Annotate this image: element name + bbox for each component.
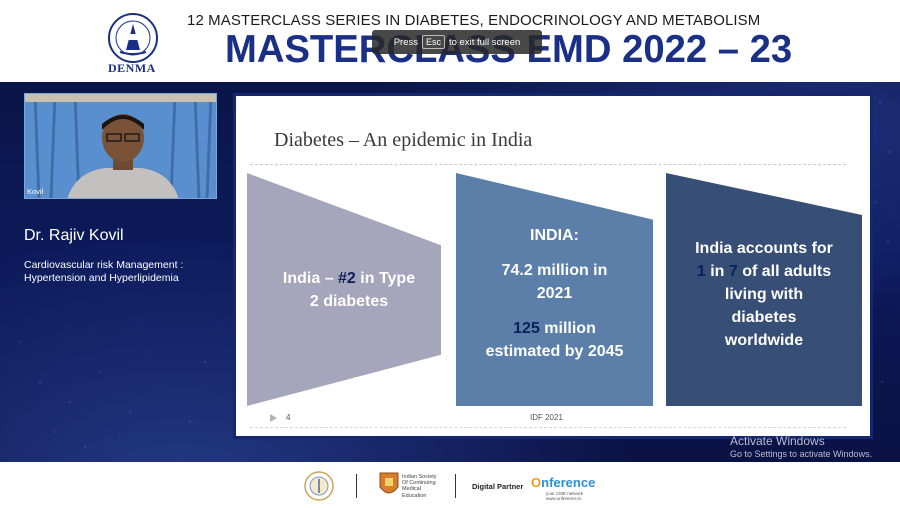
slide-divider	[250, 164, 846, 165]
text-span: in	[705, 263, 729, 280]
foundation-seal-icon	[304, 471, 334, 501]
highlight-projection: 125	[513, 320, 540, 337]
slide-bottom-divider	[250, 427, 846, 428]
logo-text: DENMA	[108, 61, 156, 75]
slide-frame: Diabetes – An epidemic in India India – …	[233, 93, 873, 439]
footer-separator	[356, 474, 357, 498]
activate-windows-subtitle: Go to Settings to activate Windows.	[730, 449, 873, 459]
background-pattern	[19, 100, 892, 449]
slide-play-icon	[270, 414, 277, 422]
notice-suffix: to exit full screen	[449, 36, 521, 48]
onference-logo: Onference	[531, 475, 595, 490]
highlight-rank: #2	[338, 269, 356, 287]
series-title: 12 MASTERCLASS SERIES IN DIABETES, ENDOC…	[187, 12, 761, 29]
presentation-stage: Kovil Dr. Rajiv Kovil Cardiovascular ris…	[0, 82, 900, 462]
stat-box-prevalence: INDIA: 74.2 million in 2021 125 million …	[456, 173, 653, 406]
notice-prefix: Press	[393, 36, 418, 48]
highlight-share: 1	[696, 263, 706, 280]
highlight-share: 7	[728, 263, 738, 280]
iscme-emblem-icon	[379, 472, 399, 494]
prevalence-line: 74.2 million in	[501, 262, 608, 279]
stat-box-rank: India – #2 in Type 2 diabetes	[247, 173, 441, 406]
slide: Diabetes – An epidemic in India India – …	[236, 96, 870, 436]
esc-key[interactable]: Esc	[421, 35, 445, 49]
stat-box-rank-line2: 2 diabetes	[309, 292, 389, 310]
speaker-name: Dr. Rajiv Kovil	[24, 227, 124, 244]
share-line: living with	[724, 286, 804, 303]
onference-logo-o: O	[531, 475, 542, 490]
share-line: 1 in 7 of all adults	[697, 260, 831, 283]
society-name: Indian Society Of Continuing Medical Edu…	[402, 474, 437, 499]
video-participant-label: Kovil	[27, 187, 44, 196]
share-line: India accounts for	[695, 240, 833, 257]
denma-logo-icon	[108, 13, 158, 63]
speaker-topic: Cardiovascular risk Management : Hyperte…	[24, 259, 224, 285]
footer-sponsors: Indian Society Of Continuing Medical Edu…	[0, 462, 900, 508]
header: DENMA 12 MASTERCLASS SERIES IN DIABETES,…	[0, 0, 900, 82]
stat-box-rank-line1: India – #2 in Type	[283, 267, 415, 290]
digital-partner-label: Digital Partner	[472, 482, 524, 491]
footer-separator	[455, 474, 456, 498]
stat-box-share: India accounts for 1 in 7 of all adults …	[666, 173, 862, 406]
speaker-video-feed	[25, 94, 216, 198]
speaker-topic-line: Hypertension and Hyperlipidemia	[24, 272, 179, 284]
slide-source: IDF 2021	[530, 413, 563, 422]
slide-number: 4	[286, 413, 291, 422]
text-span: India –	[282, 269, 339, 287]
text-span: million	[539, 320, 596, 337]
prevalence-heading: INDIA:	[530, 227, 579, 244]
share-line: diabetes	[731, 309, 797, 326]
activate-windows-title: Activate Windows	[730, 434, 825, 448]
fullscreen-exit-notice: Press Esc to exit full screen	[372, 30, 542, 54]
share-line: worldwide	[724, 332, 804, 349]
speaker-video: Kovil	[24, 93, 217, 199]
text-span: in Type	[355, 269, 416, 287]
prevalence-line: 2021	[536, 285, 573, 302]
onference-tagline: your CME network www.onference.in	[546, 491, 584, 501]
onference-logo-rest: nference	[541, 475, 596, 490]
projection-line: estimated by 2045	[485, 343, 624, 360]
slide-title: Diabetes – An epidemic in India	[274, 129, 533, 151]
speaker-topic-line: Cardiovascular risk Management :	[24, 259, 184, 271]
text-span: of all adults	[737, 263, 832, 280]
projection-line: 125 million	[513, 317, 596, 340]
